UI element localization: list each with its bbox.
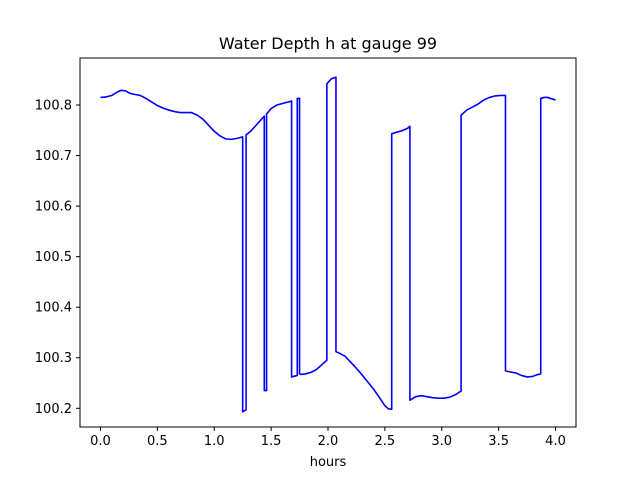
- y-tick-label: 100.7: [35, 149, 72, 164]
- x-tick-label: 1.0: [204, 434, 225, 449]
- x-axis: 0.0 0.5 1.0 1.5 2.0 2.5 3.0 3.5 4.0: [90, 427, 566, 449]
- x-tick-label: 3.5: [488, 434, 509, 449]
- y-tick-label: 100.6: [35, 200, 72, 215]
- x-tick-label: 2.0: [318, 434, 339, 449]
- y-tick-label: 100.3: [35, 351, 72, 366]
- y-axis: 100.2 100.3 100.4 100.5 100.6 100.7 100.8: [35, 99, 80, 417]
- y-tick-label: 100.2: [35, 402, 72, 417]
- chart-title: Water Depth h at gauge 99: [219, 34, 437, 53]
- x-tick-label: 1.5: [261, 434, 282, 449]
- x-tick-label: 3.0: [431, 434, 452, 449]
- x-tick-label: 0.0: [90, 434, 111, 449]
- x-axis-label: hours: [310, 455, 347, 470]
- x-tick-label: 0.5: [147, 434, 168, 449]
- y-tick-label: 100.8: [35, 99, 72, 114]
- series-line-0: [100, 76, 556, 413]
- y-tick-label: 100.5: [35, 250, 72, 265]
- x-tick-label: 2.5: [375, 434, 396, 449]
- y-tick-label: 100.4: [35, 301, 72, 316]
- x-tick-label: 4.0: [545, 434, 566, 449]
